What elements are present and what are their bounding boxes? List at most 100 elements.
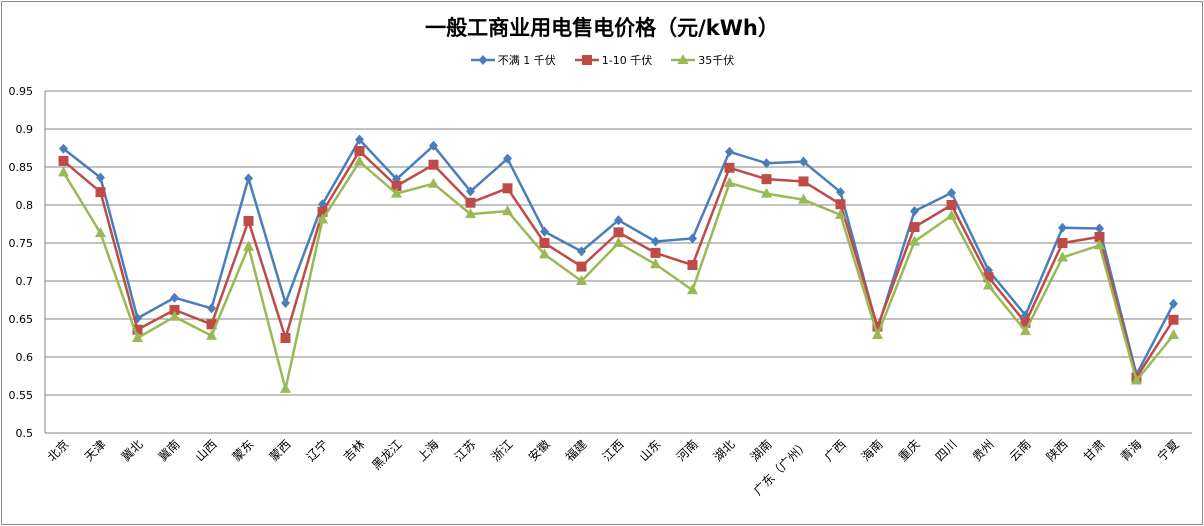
data-point — [170, 292, 179, 303]
x-tick-label: 江苏 — [452, 437, 479, 464]
data-point — [798, 193, 809, 204]
legend-marker — [581, 55, 592, 65]
data-point — [724, 162, 735, 173]
x-tick-label: 云南 — [1006, 437, 1034, 465]
data-point — [540, 226, 549, 237]
data-point — [355, 134, 364, 145]
y-tick-label: 0.8 — [16, 199, 34, 212]
data-point — [836, 187, 845, 198]
legend-marker-icon — [671, 54, 696, 64]
y-tick-label: 0.95 — [9, 85, 34, 98]
y-tick-label: 0.75 — [9, 237, 34, 250]
data-point — [59, 143, 68, 154]
data-point — [910, 206, 919, 217]
data-point — [724, 176, 735, 187]
data-point — [1057, 251, 1068, 262]
data-point — [650, 258, 661, 269]
y-tick-label: 0.6 — [16, 351, 34, 364]
legend-marker — [677, 54, 689, 64]
data-point — [614, 215, 623, 226]
chart-title: 一般工商业用电售电价格（元/kWh） — [425, 16, 779, 40]
x-tick-label: 天津 — [82, 437, 109, 464]
x-tick-label: 吉林 — [341, 437, 368, 464]
data-point — [761, 174, 772, 185]
data-point — [1131, 374, 1142, 385]
x-tick-label: 蒙西 — [267, 437, 294, 464]
legend-label: 1-10 千伏 — [601, 54, 653, 67]
x-tick-label: 冀南 — [155, 437, 183, 465]
data-point — [391, 187, 402, 198]
data-point — [688, 233, 697, 244]
x-tick-label: 海南 — [858, 437, 886, 465]
data-point — [762, 158, 771, 169]
x-tick-label: 冀北 — [119, 437, 146, 464]
data-point — [95, 187, 106, 198]
legend-item: 不满 1 千伏 — [470, 52, 556, 68]
x-tick-label: 广西 — [822, 437, 849, 464]
data-point — [872, 321, 883, 332]
data-point — [169, 310, 180, 321]
data-point — [466, 186, 475, 197]
data-point — [243, 215, 254, 226]
x-tick-label: 福建 — [562, 437, 590, 465]
x-tick-label: 四川 — [933, 437, 960, 464]
series-line — [62, 138, 1175, 376]
data-point — [244, 173, 253, 184]
data-point — [169, 304, 180, 315]
data-point — [798, 176, 809, 187]
x-tick-label: 重庆 — [896, 437, 923, 464]
data-point — [243, 240, 254, 251]
x-tick-label: 贵州 — [970, 437, 997, 464]
data-point — [206, 319, 217, 330]
x-tick-label: 江西 — [600, 437, 627, 464]
data-point — [576, 261, 587, 272]
data-point — [96, 172, 105, 183]
data-point — [502, 205, 513, 216]
data-point — [799, 156, 808, 167]
legend: 不满 1 千伏 1-10 千伏 35千伏 — [0, 52, 1204, 69]
x-tick-label: 黑龙江 — [369, 437, 404, 472]
y-tick-label: 0.9 — [16, 123, 34, 136]
data-point — [650, 247, 661, 258]
y-tick-label: 0.7 — [16, 275, 34, 288]
data-point — [58, 155, 69, 166]
data-point — [354, 146, 365, 157]
legend-item: 35千伏 — [670, 52, 734, 68]
legend-marker-icon — [574, 55, 599, 65]
data-point — [577, 246, 586, 257]
x-tick-label: 辽宁 — [303, 437, 331, 465]
y-tick-label: 0.5 — [16, 427, 34, 440]
y-tick-label: 0.85 — [9, 161, 34, 174]
data-point — [613, 237, 624, 247]
data-point — [503, 153, 512, 164]
data-point — [613, 227, 624, 238]
x-tick-label: 蒙东 — [230, 437, 257, 464]
data-point — [280, 333, 291, 343]
data-point — [835, 199, 846, 210]
data-point — [1020, 317, 1031, 328]
legend-label: 不满 1 千伏 — [497, 54, 556, 67]
data-point — [872, 328, 883, 339]
data-point — [1168, 314, 1179, 325]
data-point — [428, 159, 439, 170]
data-point — [576, 275, 587, 285]
data-point — [947, 187, 956, 198]
y-tick-label: 0.55 — [9, 389, 34, 402]
x-tick-label: 河南 — [673, 437, 701, 465]
series-3 — [58, 155, 1179, 393]
data-point — [946, 209, 957, 220]
series-line — [62, 149, 1175, 379]
data-point — [132, 332, 143, 342]
data-point — [687, 284, 698, 295]
data-point — [391, 181, 402, 191]
data-point — [465, 208, 476, 219]
data-point — [1094, 231, 1105, 242]
data-point — [502, 183, 513, 194]
data-point — [761, 187, 772, 198]
data-point — [1094, 239, 1105, 250]
data-point — [983, 272, 994, 283]
x-tick-label: 甘肃 — [1081, 437, 1108, 464]
x-tick-label: 浙江 — [489, 437, 516, 464]
